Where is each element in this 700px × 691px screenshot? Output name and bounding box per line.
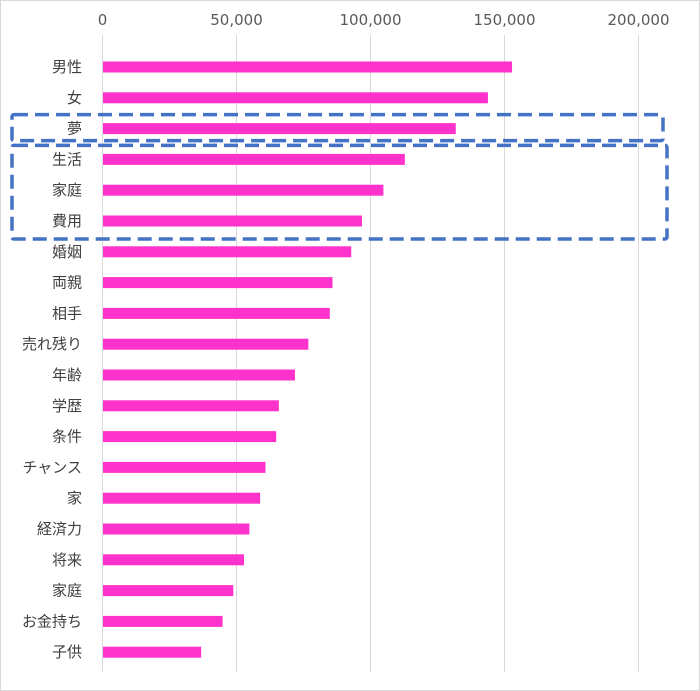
bar bbox=[103, 277, 333, 289]
bar bbox=[103, 246, 352, 258]
bar bbox=[103, 523, 250, 535]
bar bbox=[103, 307, 330, 319]
category-label: チャンス bbox=[22, 458, 82, 476]
highlight-box bbox=[10, 112, 665, 143]
bars bbox=[103, 61, 513, 658]
bar bbox=[103, 92, 488, 104]
category-label: 学歴 bbox=[52, 397, 82, 415]
category-label: 家庭 bbox=[52, 181, 82, 199]
category-label: 女 bbox=[67, 89, 82, 107]
category-label: 経済力 bbox=[37, 520, 82, 538]
bar bbox=[103, 153, 405, 165]
category-label: お金持ち bbox=[22, 612, 82, 630]
category-label: 生活 bbox=[52, 150, 82, 168]
bar bbox=[103, 61, 513, 73]
category-label: 年齢 bbox=[52, 366, 82, 384]
bar bbox=[103, 369, 295, 381]
category-label: 婚姻 bbox=[52, 243, 82, 261]
bar bbox=[103, 215, 362, 227]
bar bbox=[103, 492, 261, 504]
x-tick-label: 0 bbox=[98, 11, 108, 29]
category-label: 男性 bbox=[52, 58, 82, 76]
bar bbox=[103, 400, 279, 412]
category-labels: 男性女夢生活家庭費用婚姻両親相手売れ残り年齢学歴条件チャンス家経済力将来家庭お金… bbox=[22, 58, 82, 661]
highlight-box bbox=[10, 143, 669, 241]
x-tick-label: 200,000 bbox=[607, 11, 669, 29]
category-label: 子供 bbox=[52, 643, 82, 661]
category-label: 夢 bbox=[67, 120, 82, 138]
category-label: 将来 bbox=[52, 551, 82, 569]
bar bbox=[103, 646, 202, 658]
category-label: 条件 bbox=[52, 428, 82, 446]
bar bbox=[103, 184, 384, 196]
bar bbox=[103, 461, 266, 473]
x-tick-label: 100,000 bbox=[339, 11, 401, 29]
bar bbox=[103, 615, 223, 627]
bar bbox=[103, 585, 234, 597]
category-label: 費用 bbox=[52, 212, 82, 230]
category-label: 両親 bbox=[52, 274, 82, 292]
category-label: 家 bbox=[67, 489, 82, 507]
category-label: 相手 bbox=[52, 304, 82, 322]
bar bbox=[103, 123, 456, 135]
highlight-boxes bbox=[10, 112, 669, 241]
bar bbox=[103, 431, 277, 443]
bar bbox=[103, 554, 245, 566]
category-label: 売れ残り bbox=[22, 335, 82, 353]
bar bbox=[103, 338, 309, 350]
x-axis-ticks: 0 50,000 100,000 150,000 200,000 bbox=[98, 11, 670, 29]
x-tick-label: 150,000 bbox=[473, 11, 535, 29]
x-tick-label: 50,000 bbox=[210, 11, 263, 29]
category-label: 家庭 bbox=[52, 582, 82, 600]
